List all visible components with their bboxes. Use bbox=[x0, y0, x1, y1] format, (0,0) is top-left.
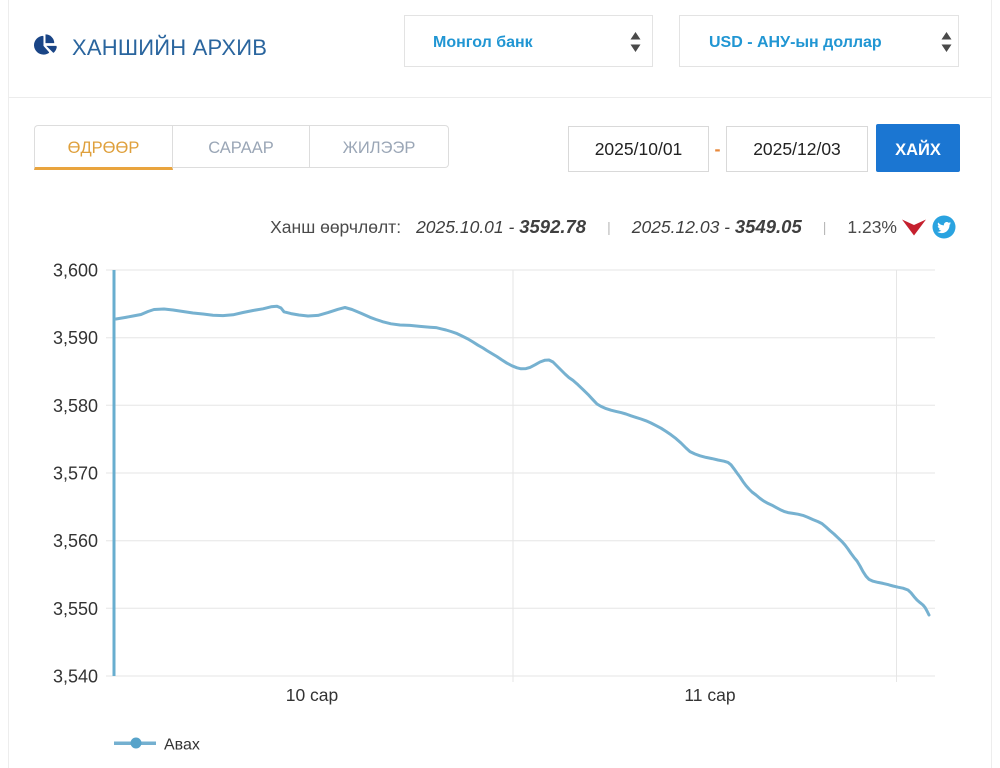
svg-text:3,550: 3,550 bbox=[53, 599, 98, 619]
svg-text:10 сар: 10 сар bbox=[286, 685, 339, 705]
svg-text:Авах: Авах bbox=[164, 737, 200, 754]
svg-text:3,560: 3,560 bbox=[53, 531, 98, 551]
svg-text:3,570: 3,570 bbox=[53, 464, 98, 484]
svg-text:3,580: 3,580 bbox=[53, 396, 98, 416]
svg-text:3,590: 3,590 bbox=[53, 328, 98, 348]
svg-text:3,540: 3,540 bbox=[53, 667, 98, 687]
svg-text:11 сар: 11 сар bbox=[684, 685, 735, 705]
svg-text:3,600: 3,600 bbox=[53, 261, 98, 281]
